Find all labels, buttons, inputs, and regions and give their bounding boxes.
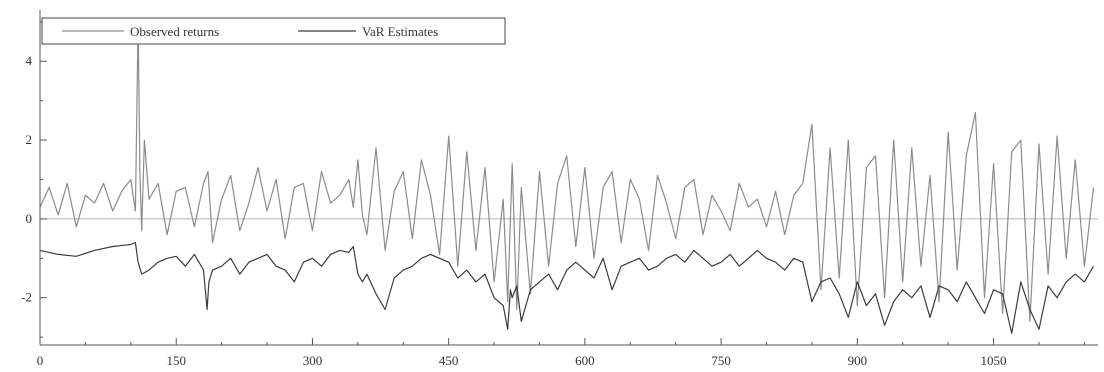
x-tick-label: 900 (848, 353, 868, 368)
series-line-observed-returns (39, 21, 1095, 322)
series-line-var-estimates (39, 241, 1095, 334)
legend-label-var: VaR Estimates (362, 24, 438, 39)
y-tick-label: 4 (26, 53, 33, 68)
y-tick-label: 0 (26, 211, 33, 226)
x-tick-label: 600 (575, 353, 595, 368)
x-tick-label: 0 (37, 353, 44, 368)
x-tick-label: 750 (711, 353, 731, 368)
x-tick-label: 450 (439, 353, 459, 368)
y-tick-label: -2 (21, 290, 32, 305)
legend: Observed returns VaR Estimates (41, 17, 506, 45)
plot-area (39, 21, 1098, 334)
y-tick-label: 2 (26, 132, 33, 147)
axes: 0 150 300 450 600 750 900 1050 -2 0 2 4 (21, 10, 1098, 368)
x-tick-label: 300 (303, 353, 323, 368)
legend-label-observed: Observed returns (130, 24, 219, 39)
x-tick-label: 1050 (981, 353, 1007, 368)
x-tick-label: 150 (166, 353, 186, 368)
